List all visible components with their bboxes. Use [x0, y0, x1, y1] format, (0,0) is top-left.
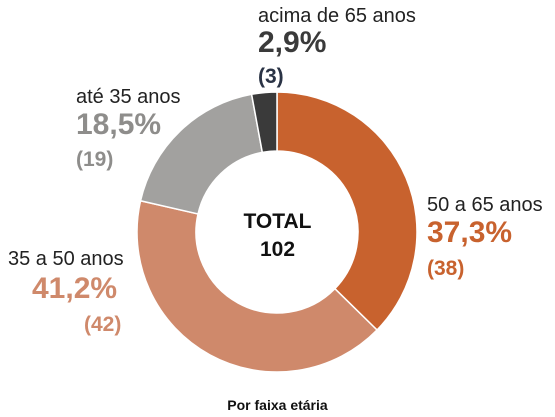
center-total: TOTAL 102 [210, 208, 345, 265]
label-ate-35-percent: 18,5% [76, 108, 162, 141]
label-35-50-percent: 41,2% [32, 272, 118, 305]
donut-slice-50-65 [276, 91, 418, 332]
label-35-50-count: (42) [84, 313, 122, 336]
chart-caption: Por faixa etária [227, 397, 328, 413]
label-acima-65-percent: 2,9% [258, 26, 327, 59]
label-ate-35-name: até 35 anos [76, 86, 181, 108]
donut-slice-acima-65 [250, 91, 278, 154]
label-acima-65-name: acima de 65 anos [258, 5, 416, 27]
label-50-65-name: 50 a 65 anos [427, 194, 543, 216]
donut-slice-35-50 [136, 199, 379, 373]
center-total-value: 102 [259, 238, 296, 262]
label-50-65-percent: 37,3% [427, 216, 513, 249]
label-35-50-name: 35 a 50 anos [8, 248, 124, 270]
label-ate-35-count: (19) [76, 148, 114, 171]
label-acima-65-count: (3) [258, 65, 284, 88]
center-total-label: TOTAL [243, 210, 312, 233]
label-50-65-count: (38) [427, 257, 465, 280]
